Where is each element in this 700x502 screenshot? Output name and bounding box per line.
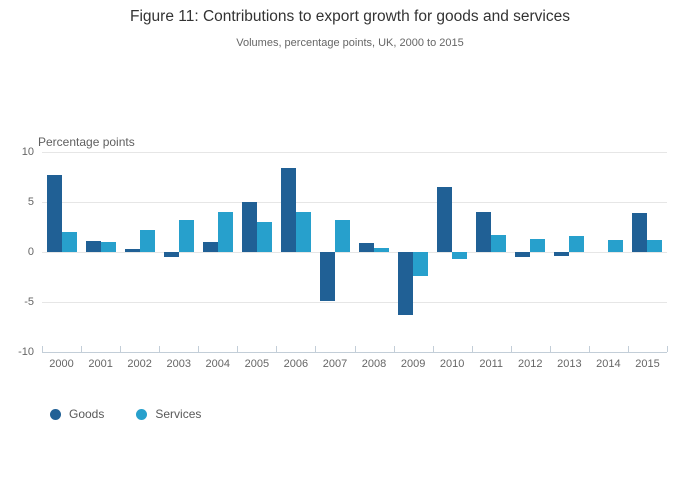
x-tick-label-2002: 2002 — [127, 358, 152, 370]
x-axis-tick — [120, 346, 122, 352]
legend-marker-icon — [50, 408, 61, 420]
x-tick-label-2014: 2014 — [596, 358, 621, 370]
legend-label: Services — [155, 407, 202, 421]
x-tick-label-2003: 2003 — [166, 358, 191, 370]
bar-services-2001[interactable] — [100, 242, 116, 252]
bar-goods-2006[interactable] — [280, 168, 296, 252]
x-tick-label-2009: 2009 — [400, 358, 426, 370]
x-axis-line — [42, 352, 667, 353]
x-tick-label-2013: 2013 — [557, 358, 582, 370]
x-tick-label-2006: 2006 — [283, 358, 309, 370]
bar-services-2013[interactable] — [569, 236, 585, 252]
legend-item-goods[interactable]: Goods — [50, 407, 104, 421]
bar-services-2004[interactable] — [217, 212, 233, 252]
bar-services-2011[interactable] — [491, 235, 507, 252]
bar-goods-2000[interactable] — [46, 175, 62, 252]
bar-services-2008[interactable] — [374, 248, 390, 252]
x-tick-label-2012: 2012 — [518, 358, 543, 370]
x-axis-tick — [354, 346, 356, 352]
bar-goods-2007[interactable] — [319, 252, 335, 301]
bar-services-2010[interactable] — [452, 252, 468, 259]
bar-services-2014[interactable] — [608, 240, 624, 252]
bar-goods-2013[interactable] — [554, 252, 570, 256]
x-tick-label-2001: 2001 — [88, 358, 113, 370]
y-tick-label: -10 — [18, 346, 34, 358]
bar-services-2005[interactable] — [256, 222, 272, 252]
x-tick-label-2010: 2010 — [439, 358, 465, 370]
bar-goods-2008[interactable] — [359, 243, 375, 252]
bar-services-2000[interactable] — [61, 232, 77, 252]
x-axis-tick — [510, 346, 512, 352]
x-axis-tick — [432, 346, 434, 352]
bar-services-2002[interactable] — [139, 230, 155, 252]
bar-goods-2011[interactable] — [476, 212, 492, 252]
bar-services-2015[interactable] — [647, 240, 663, 252]
y-axis-title: Percentage points — [38, 135, 135, 149]
bar-services-2003[interactable] — [178, 220, 194, 252]
x-axis-tick — [588, 346, 590, 352]
x-tick-label-2000: 2000 — [49, 358, 74, 370]
x-tick-label-2011: 2011 — [479, 358, 504, 370]
chart-subtitle: Volumes, percentage points, UK, 2000 to … — [236, 37, 464, 49]
gridline — [42, 202, 667, 203]
x-axis-tick — [627, 346, 629, 352]
bar-goods-2002[interactable] — [124, 249, 140, 252]
legend-item-services[interactable]: Services — [136, 407, 201, 421]
bar-services-2012[interactable] — [530, 239, 546, 252]
x-axis-tick — [237, 346, 239, 352]
chart-title: Figure 11: Contributions to export growt… — [130, 8, 570, 25]
legend-marker-icon — [136, 408, 148, 420]
legend-label: Goods — [69, 407, 105, 421]
x-axis-tick — [393, 346, 395, 352]
bar-services-2009[interactable] — [413, 252, 429, 276]
x-axis-tick — [276, 346, 278, 352]
x-axis-tick — [471, 346, 473, 352]
gridline — [42, 252, 667, 253]
y-tick-label: 0 — [27, 246, 34, 258]
bar-services-2006[interactable] — [295, 212, 311, 252]
x-tick-label-2005: 2005 — [244, 358, 270, 370]
x-tick-label-2004: 2004 — [205, 358, 231, 370]
chart-legend: Goods Services — [50, 407, 201, 421]
x-tick-label-2015: 2015 — [635, 358, 660, 370]
gridline — [42, 302, 667, 303]
x-axis-tick — [198, 346, 200, 352]
x-axis-tick — [81, 346, 83, 352]
x-axis-tick — [667, 346, 668, 352]
x-axis-tick — [159, 346, 161, 352]
bar-goods-2003[interactable] — [163, 252, 179, 257]
y-tick-label: 10 — [21, 146, 34, 158]
bar-services-2007[interactable] — [334, 220, 350, 252]
x-tick-label-2007: 2007 — [322, 358, 348, 370]
y-tick-label: 5 — [27, 196, 34, 208]
bar-goods-2005[interactable] — [241, 202, 257, 252]
x-tick-label-2008: 2008 — [361, 358, 387, 370]
x-axis-tick — [42, 346, 43, 352]
bar-goods-2012[interactable] — [515, 252, 531, 257]
bar-goods-2004[interactable] — [202, 242, 218, 252]
x-axis-tick — [315, 346, 317, 352]
bar-goods-2015[interactable] — [632, 213, 648, 252]
plot-area: 10 5 0 -5 -10 2000 2001 2002 2003 2004 2005 2006 200… — [18, 146, 668, 370]
x-axis-tick — [549, 346, 551, 352]
y-tick-label: -5 — [24, 296, 34, 308]
bar-goods-2009[interactable] — [398, 252, 414, 315]
gridline — [42, 152, 667, 153]
bar-goods-2001[interactable] — [85, 241, 101, 252]
bar-goods-2010[interactable] — [437, 187, 453, 252]
